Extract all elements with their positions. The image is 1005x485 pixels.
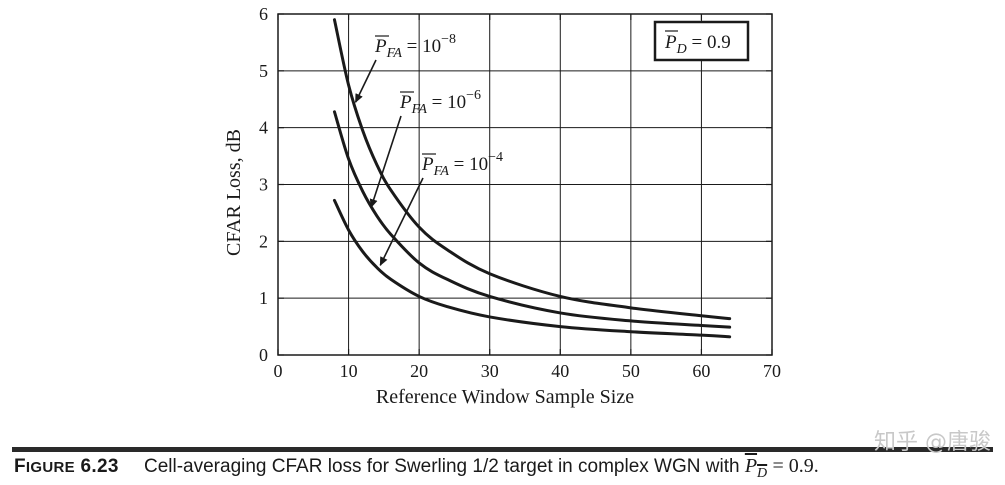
x-tick-label: 70 — [763, 361, 781, 381]
x-axis-label: Reference Window Sample Size — [376, 386, 634, 408]
y-tick-label: 3 — [259, 175, 268, 195]
svg-text:PFA = 10−8: PFA = 10−8 — [374, 32, 456, 61]
x-tick-label: 30 — [481, 361, 499, 381]
series-layer — [332, 18, 732, 339]
svg-text:PFA = 10−6: PFA = 10−6 — [399, 88, 481, 117]
chart: 0 10 20 30 40 50 60 70 0 1 2 3 4 5 6 PFA = 10−8 PFA = 1… — [223, 4, 781, 408]
watermark: 知乎 @唐骏 — [874, 430, 991, 455]
grid — [278, 14, 772, 355]
y-axis-label: CFAR Loss, dB — [223, 129, 245, 256]
x-tick-label: 60 — [692, 361, 710, 381]
y-tick-label: 4 — [259, 118, 268, 138]
y-tick-label: 1 — [259, 288, 268, 308]
series-line-2 — [332, 110, 732, 329]
svg-text:PFA = 10−4: PFA = 10−4 — [421, 150, 503, 179]
series-line-1 — [332, 18, 732, 321]
y-tick-label: 2 — [259, 231, 268, 251]
annotations: PFA = 10−8 PFA = 10−6 PFA = 10−4 PD = 0.9 — [354, 20, 750, 267]
figure-caption: FIGURE 6.23 Cell-averaging CFAR loss for… — [14, 455, 999, 482]
series-line-3 — [332, 198, 732, 339]
figure-label: FIGURE 6.23 — [14, 456, 119, 477]
label-arrow — [379, 177, 424, 267]
caption-pd-symbol: PD — [744, 455, 768, 481]
series-label-2: PFA = 10−6 — [369, 88, 481, 209]
label-arrow — [354, 59, 377, 103]
pd-annotation-box: PD = 0.9 — [653, 20, 750, 62]
y-tick-label: 0 — [259, 345, 268, 365]
x-tick-label: 40 — [551, 361, 569, 381]
y-tick-label: 6 — [259, 4, 268, 24]
caption-text: Cell-averaging CFAR loss for Swerling 1/… — [143, 456, 740, 477]
caption-pd-value: = 0.9. — [772, 455, 819, 477]
caption-rule — [12, 447, 993, 452]
x-tick-label: 10 — [340, 361, 358, 381]
tick-layer: 0 10 20 30 40 50 60 70 0 1 2 3 4 5 6 — [259, 4, 781, 381]
series-label-1: PFA = 10−8 — [354, 32, 456, 103]
x-tick-label: 50 — [622, 361, 640, 381]
y-tick-label: 5 — [259, 61, 268, 81]
label-arrow — [369, 115, 402, 209]
series-label-3: PFA = 10−4 — [379, 150, 503, 267]
svg-text:PD = 0.9: PD = 0.9 — [664, 32, 731, 57]
x-tick-label: 0 — [274, 361, 283, 381]
x-tick-label: 20 — [410, 361, 428, 381]
